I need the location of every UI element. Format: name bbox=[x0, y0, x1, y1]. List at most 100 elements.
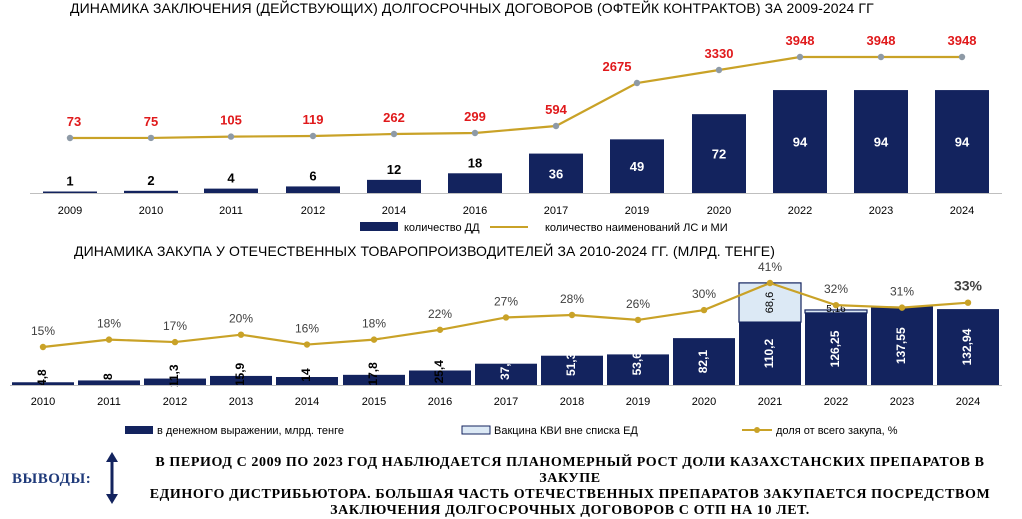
bar-value-label: 18 bbox=[468, 155, 482, 170]
line-point bbox=[436, 326, 444, 333]
bar-contracts bbox=[529, 153, 583, 193]
bar-value-label: 25,4 bbox=[432, 360, 446, 384]
x-tick-label: 2009 bbox=[58, 205, 82, 217]
bar-value-label: 17,8 bbox=[366, 362, 380, 386]
line-value-label: 33% bbox=[954, 278, 983, 294]
line-point bbox=[832, 301, 840, 309]
vaccine-value-label: 5,16 bbox=[826, 304, 846, 315]
bar-value-label: 53,6 bbox=[630, 352, 644, 376]
bar-value-label: 94 bbox=[955, 135, 970, 150]
line-point bbox=[105, 336, 113, 343]
legend-swatch-share-marker bbox=[754, 427, 760, 433]
bar-value-label: 132,94 bbox=[960, 328, 974, 365]
line-value-label: 20% bbox=[229, 312, 253, 326]
bar-contracts bbox=[204, 188, 258, 193]
x-tick-label: 2011 bbox=[97, 396, 121, 408]
bar-value-label: 4,8 bbox=[35, 369, 49, 386]
line-point bbox=[390, 130, 398, 138]
bar-purchase bbox=[475, 363, 537, 385]
chart1-title: ДИНАМИКА ЗАКЛЮЧЕНИЯ (ДЕЙСТВУЮЩИХ) ДОЛГОС… bbox=[70, 0, 874, 16]
line-point bbox=[309, 132, 317, 140]
line-value-label: 105 bbox=[220, 113, 242, 128]
line-value-label: 3330 bbox=[705, 46, 734, 61]
line-point bbox=[303, 341, 311, 348]
x-tick-label: 2015 bbox=[362, 396, 386, 408]
line-point bbox=[568, 311, 576, 319]
legend-swatch-purchase bbox=[125, 426, 153, 434]
conclusions-line: В ПЕРИОД С 2009 ПО 2023 ГОД НАБЛЮДАЕТСЯ … bbox=[155, 455, 985, 486]
x-tick-label: 2023 bbox=[890, 396, 914, 408]
line-point bbox=[370, 336, 378, 343]
line-point bbox=[237, 331, 245, 338]
line-point bbox=[502, 314, 510, 321]
x-tick-label: 2010 bbox=[31, 396, 55, 408]
x-tick-label: 2020 bbox=[692, 396, 716, 408]
line-value-label: 594 bbox=[545, 102, 567, 117]
bar-value-label: 1 bbox=[66, 174, 73, 189]
bar-purchase bbox=[673, 338, 735, 385]
line-point bbox=[171, 338, 179, 346]
line-point bbox=[700, 306, 708, 314]
line-value-label: 16% bbox=[295, 322, 319, 336]
line-value-label: 17% bbox=[163, 319, 187, 333]
vaccine-value-label: 68,6 bbox=[764, 292, 776, 313]
bar-contracts bbox=[692, 114, 746, 193]
line-point bbox=[964, 299, 972, 306]
bar-purchase bbox=[78, 380, 140, 385]
line-point bbox=[898, 304, 906, 311]
line-value-label: 18% bbox=[362, 317, 386, 331]
line-value-label: 119 bbox=[303, 112, 324, 127]
bar-value-label: 49 bbox=[630, 159, 644, 174]
line-point bbox=[552, 122, 560, 130]
legend-label-contracts: количество ДД bbox=[404, 222, 480, 234]
line-point bbox=[796, 53, 804, 61]
bar-value-label: 37,3 bbox=[498, 356, 512, 380]
line-items-count bbox=[69, 55, 962, 140]
bar-purchase bbox=[937, 309, 999, 385]
x-tick-label: 2016 bbox=[428, 396, 452, 408]
bar-value-label: 11,3 bbox=[167, 364, 181, 387]
legend-swatch-vaccine bbox=[461, 425, 491, 435]
x-tick-label: 2019 bbox=[625, 205, 649, 217]
line-value-label: 41% bbox=[758, 260, 782, 274]
bar-purchase bbox=[12, 382, 74, 385]
conclusions-label: ВЫВОДЫ: bbox=[12, 471, 92, 487]
x-tick-label: 2014 bbox=[295, 396, 319, 408]
bar-contracts bbox=[367, 179, 421, 193]
x-tick-label: 2014 bbox=[382, 205, 406, 217]
line-value-label: 32% bbox=[824, 282, 848, 296]
bar-contracts bbox=[124, 190, 178, 193]
line-value-label: 22% bbox=[428, 307, 452, 321]
chart2-title: ДИНАМИКА ЗАКУПА У ОТЕЧЕСТВЕННЫХ ТОВАРОПР… bbox=[74, 243, 775, 259]
line-point bbox=[66, 134, 74, 142]
conclusions-text: В ПЕРИОД С 2009 ПО 2023 ГОД НАБЛЮДАЕТСЯ … bbox=[130, 455, 1010, 519]
bar-contracts bbox=[448, 173, 502, 193]
x-tick-label: 2020 bbox=[707, 205, 731, 217]
x-tick-label: 2012 bbox=[301, 205, 325, 217]
line-value-label: 31% bbox=[890, 285, 914, 299]
bar-value-label: 6 bbox=[309, 168, 316, 183]
bar-value-label: 12 bbox=[387, 162, 401, 177]
bar-value-label: 110,2 bbox=[762, 339, 776, 369]
bar-value-label: 126,25 bbox=[828, 330, 842, 367]
line-value-label: 2675 bbox=[603, 59, 632, 74]
bar-purchase bbox=[343, 374, 405, 385]
bar-value-label: 94 bbox=[874, 135, 889, 150]
bar-purchase bbox=[541, 355, 603, 385]
bar-value-label: 14 bbox=[299, 368, 313, 382]
bar-contracts bbox=[935, 90, 989, 193]
line-value-label: 15% bbox=[31, 324, 55, 338]
conclusions-line: ЗАКЛЮЧЕНИЯ ДОЛГОСРОЧНЫХ ДОГОВОРОВ С ОТП … bbox=[330, 503, 810, 518]
bar-contracts bbox=[43, 191, 97, 193]
legend-label-vaccine: Вакцина КВИ вне списка ЕД bbox=[494, 425, 638, 437]
line-value-label: 30% bbox=[692, 287, 716, 301]
line-point bbox=[766, 279, 774, 287]
bar-value-label: 2 bbox=[147, 173, 154, 188]
line-value-label: 28% bbox=[560, 292, 584, 306]
legend-label-items: количество наименований ЛС и МИ bbox=[545, 222, 728, 234]
bar-vaccine bbox=[804, 309, 868, 314]
conclusions-line: ЕДИНОГО ДИСТРИБЬЮТОРА. БОЛЬШАЯ ЧАСТЬ ОТЕ… bbox=[149, 487, 991, 502]
bar-value-label: 8 bbox=[101, 373, 115, 380]
line-point bbox=[227, 133, 235, 140]
